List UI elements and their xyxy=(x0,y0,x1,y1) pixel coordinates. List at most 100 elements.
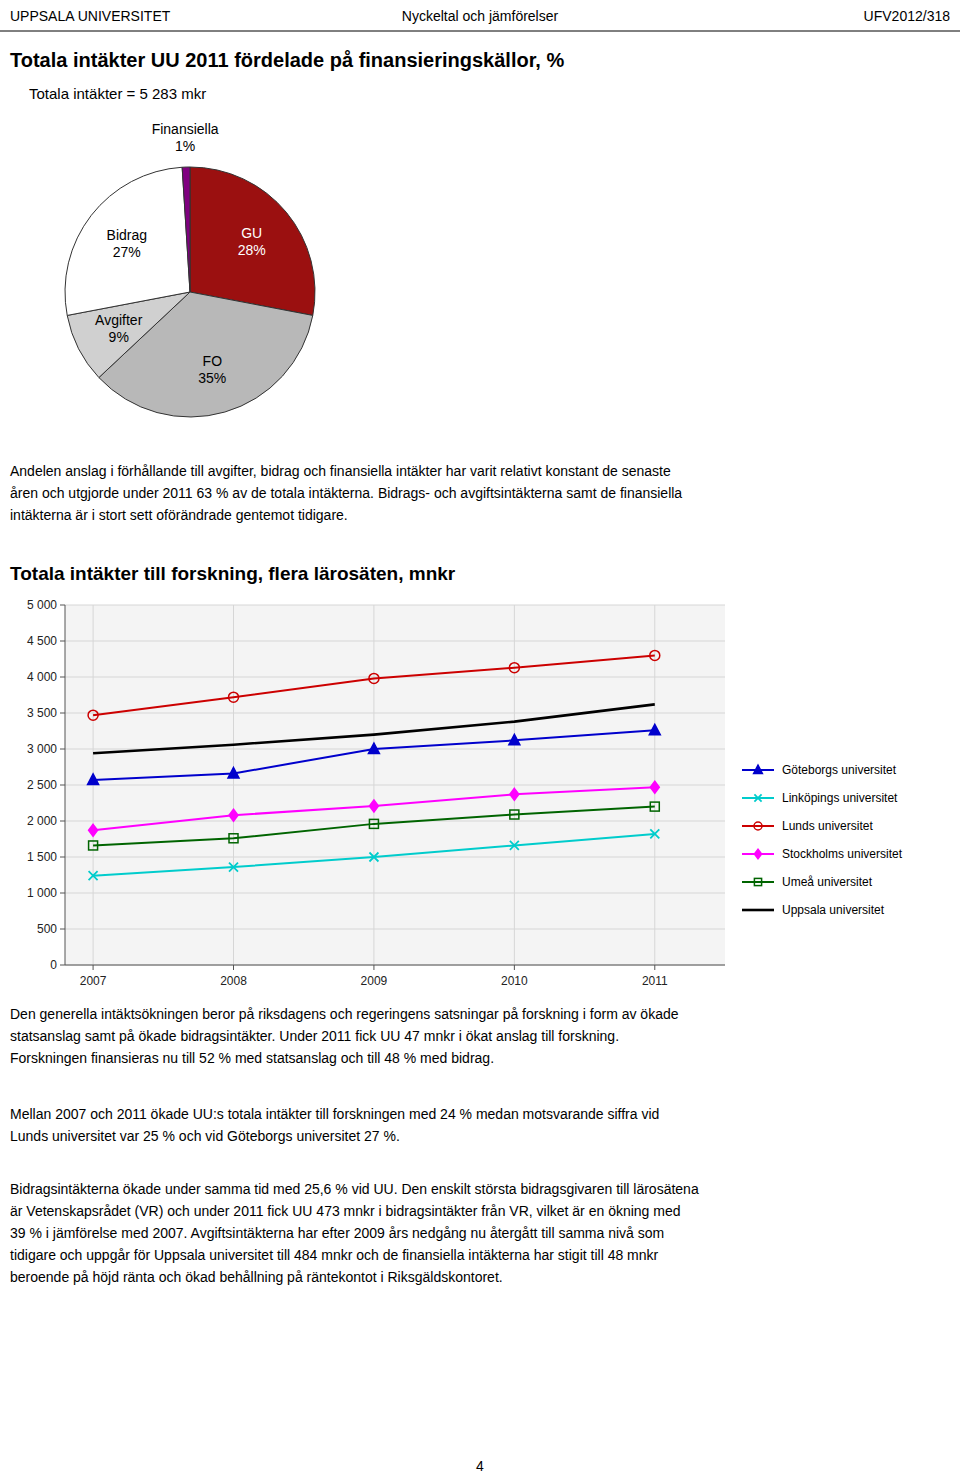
legend-label: Lunds universitet xyxy=(782,819,873,833)
point xyxy=(510,810,519,819)
legend-line xyxy=(742,825,774,827)
legend-label: Göteborgs universitet xyxy=(782,763,897,777)
plot-area xyxy=(65,605,725,965)
legend-label: Linköpings universitet xyxy=(782,791,898,805)
pie xyxy=(65,167,315,417)
paragraph: Mellan 2007 och 2011 ökade UU:s totala i… xyxy=(10,1106,659,1144)
point xyxy=(88,710,98,720)
pie-value-label: 1% xyxy=(175,138,195,154)
axis-x xyxy=(65,965,725,966)
grid-line-y xyxy=(65,605,725,606)
legend-marker xyxy=(754,878,761,885)
series-line xyxy=(93,807,655,846)
body-text: statsanslag samt på ökade bidragsintäkte… xyxy=(10,1028,619,1044)
point xyxy=(510,788,519,800)
pie-label: GU xyxy=(241,225,262,241)
pie-label: Finansiella xyxy=(152,121,219,137)
point xyxy=(369,800,378,812)
legend-label: Umeå universitet xyxy=(782,875,873,889)
point xyxy=(89,871,98,880)
header-center: Nyckeltal och jämförelser xyxy=(402,8,559,24)
header-right: UFV2012/318 xyxy=(864,8,951,24)
pie-value-label: 27% xyxy=(113,244,141,260)
body-text: Mellan 2007 och 2011 ökade UU:s totala i… xyxy=(10,1106,659,1122)
line-title: Totala intäkter till forskning, flera lä… xyxy=(10,563,456,584)
tick-label-x: 2011 xyxy=(642,974,668,988)
grid-line-x xyxy=(233,605,234,965)
point xyxy=(650,781,659,793)
point xyxy=(369,853,378,862)
tick-x xyxy=(93,965,94,970)
point xyxy=(369,819,378,828)
pie-slice xyxy=(65,167,190,315)
point xyxy=(229,692,239,702)
tick-y xyxy=(60,785,65,786)
tick-y xyxy=(60,749,65,750)
legend: Göteborgs universitet Linköpings universi… xyxy=(742,763,903,917)
point xyxy=(88,774,99,785)
tick-label-y: 4 500 xyxy=(27,634,57,648)
body-text: Andelen anslag i förhållande till avgift… xyxy=(10,463,671,479)
point xyxy=(509,734,520,745)
legend-label: Stockholms universitet xyxy=(782,847,903,861)
tick-label-y: 2 500 xyxy=(27,778,57,792)
tick-y xyxy=(60,641,65,642)
paragraph: Andelen anslag i förhållande till avgift… xyxy=(10,463,682,523)
legend-marker xyxy=(754,765,763,773)
plot-data xyxy=(88,650,661,880)
axes: 05001 0001 5002 0002 5003 0003 5004 0004… xyxy=(27,598,725,988)
body-text: är Vetenskapsrådet (VR) och under 2011 f… xyxy=(10,1203,681,1219)
footer: 4 xyxy=(476,1458,484,1474)
point xyxy=(89,841,98,850)
body-text: tidigare och uppgår för Uppsala universi… xyxy=(10,1247,659,1263)
grid-line-y xyxy=(65,929,725,930)
point xyxy=(229,834,238,843)
series xyxy=(93,704,655,753)
tick-y xyxy=(60,929,65,930)
series xyxy=(89,802,660,850)
point xyxy=(228,767,239,778)
tick-label-x: 2009 xyxy=(361,974,388,988)
series xyxy=(88,650,660,720)
grid-line-y xyxy=(65,857,725,858)
pie-labels: GU28%FO35%Avgifter9%Bidrag27%Finansiella… xyxy=(95,121,266,386)
paragraph: Den generella intäktsökningen beror på r… xyxy=(10,1006,679,1066)
tick-label-y: 1 000 xyxy=(27,886,57,900)
body-text: åren och utgjorde under 2011 63 % av de … xyxy=(10,485,682,501)
tick-label-y: 500 xyxy=(37,922,57,936)
series-line xyxy=(93,730,655,780)
tick-label-y: 1 500 xyxy=(27,850,57,864)
grid-line-x xyxy=(373,605,374,965)
body-text: Forskningen finansieras nu till 52 % med… xyxy=(10,1050,494,1066)
tick-label-x: 2010 xyxy=(501,974,528,988)
tick-label-y: 3 500 xyxy=(27,706,57,720)
axis-y xyxy=(65,605,66,965)
tick-y xyxy=(60,893,65,894)
point xyxy=(649,724,660,735)
tick-x xyxy=(373,965,374,970)
series xyxy=(89,781,660,836)
point xyxy=(650,802,659,811)
legend-marker xyxy=(754,822,762,830)
point xyxy=(89,824,98,836)
series-line xyxy=(93,655,655,715)
tick-x xyxy=(654,965,655,970)
tick-y xyxy=(60,713,65,714)
legend-marker xyxy=(754,849,761,859)
tick-label-x: 2008 xyxy=(220,974,247,988)
tick-label-x: 2007 xyxy=(80,974,107,988)
grid-line-y xyxy=(65,713,725,714)
pie-label: Avgifter xyxy=(95,312,143,328)
legend-label: Uppsala universitet xyxy=(782,903,885,917)
body-text: Den generella intäktsökningen beror på r… xyxy=(10,1006,679,1022)
tick-y xyxy=(60,965,65,966)
tick-y xyxy=(60,821,65,822)
header-rule xyxy=(0,31,960,32)
tick-x xyxy=(233,965,234,970)
pie-label: FO xyxy=(203,353,223,369)
tick-label-y: 2 000 xyxy=(27,814,57,828)
legend-marker xyxy=(754,794,761,801)
point xyxy=(650,650,660,660)
body-text: beroende på höjd ränta och ökad behållni… xyxy=(10,1269,503,1285)
point xyxy=(368,743,379,754)
